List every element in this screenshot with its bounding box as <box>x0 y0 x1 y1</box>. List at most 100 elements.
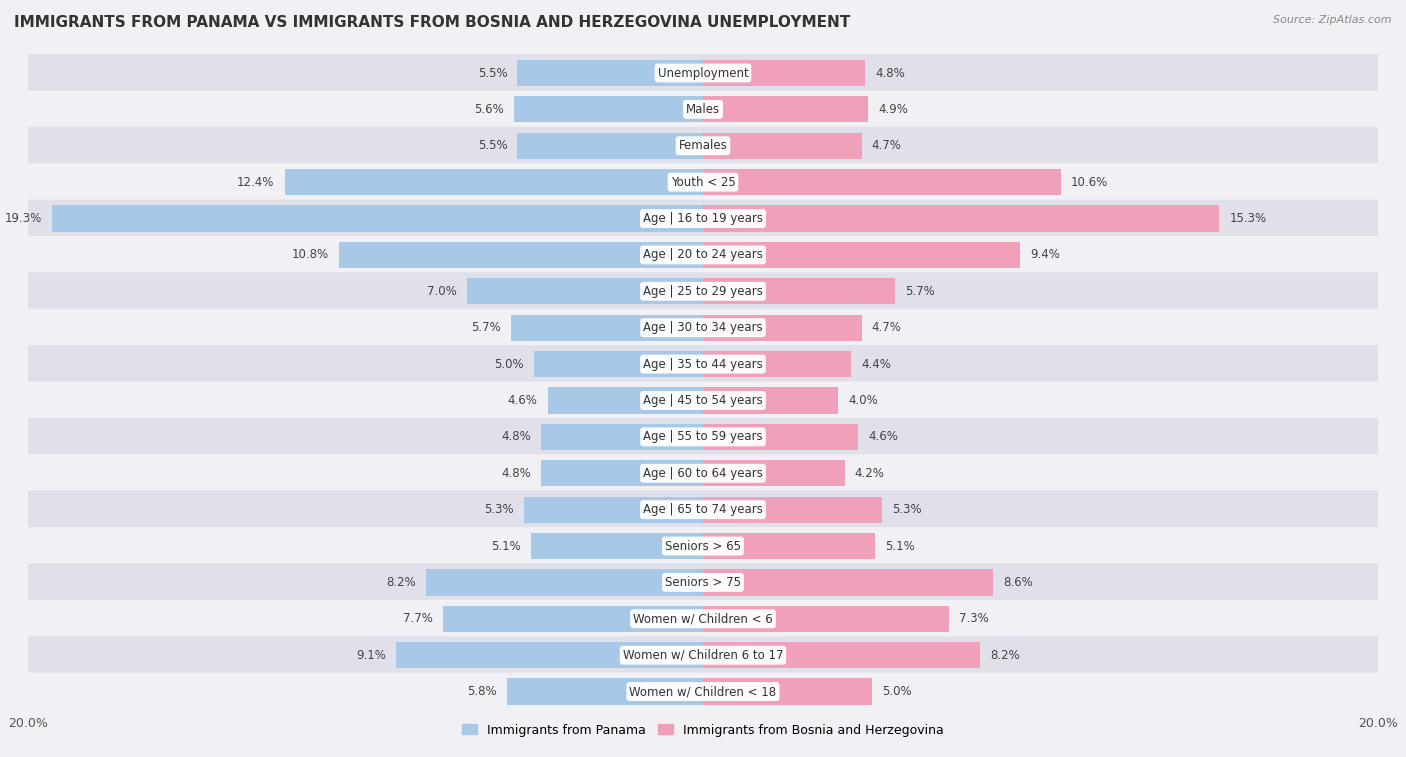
Bar <box>703 678 872 705</box>
Text: Age | 55 to 59 years: Age | 55 to 59 years <box>643 431 763 444</box>
Bar <box>508 678 703 705</box>
Text: Women w/ Children < 6: Women w/ Children < 6 <box>633 612 773 625</box>
Text: Age | 20 to 24 years: Age | 20 to 24 years <box>643 248 763 261</box>
FancyBboxPatch shape <box>28 600 1378 637</box>
Bar <box>703 424 858 450</box>
Bar <box>531 533 703 559</box>
Text: 5.8%: 5.8% <box>468 685 498 698</box>
Text: 10.8%: 10.8% <box>291 248 329 261</box>
Bar <box>396 642 703 668</box>
Bar <box>426 569 703 596</box>
Bar <box>703 241 1021 268</box>
FancyBboxPatch shape <box>28 382 1378 419</box>
Bar <box>703 497 882 523</box>
Text: 4.8%: 4.8% <box>501 431 531 444</box>
Text: IMMIGRANTS FROM PANAMA VS IMMIGRANTS FROM BOSNIA AND HERZEGOVINA UNEMPLOYMENT: IMMIGRANTS FROM PANAMA VS IMMIGRANTS FRO… <box>14 15 851 30</box>
Text: Unemployment: Unemployment <box>658 67 748 79</box>
Text: 7.3%: 7.3% <box>959 612 990 625</box>
Text: 4.4%: 4.4% <box>862 357 891 371</box>
FancyBboxPatch shape <box>28 164 1378 201</box>
Text: 5.5%: 5.5% <box>478 67 508 79</box>
Bar <box>703 460 845 486</box>
Text: 5.5%: 5.5% <box>478 139 508 152</box>
FancyBboxPatch shape <box>28 236 1378 274</box>
Bar <box>541 460 703 486</box>
Bar <box>541 424 703 450</box>
FancyBboxPatch shape <box>28 54 1378 92</box>
Text: 5.3%: 5.3% <box>891 503 921 516</box>
Text: 5.3%: 5.3% <box>485 503 515 516</box>
FancyBboxPatch shape <box>28 418 1378 456</box>
FancyBboxPatch shape <box>28 345 1378 383</box>
Text: Age | 35 to 44 years: Age | 35 to 44 years <box>643 357 763 371</box>
Text: 10.6%: 10.6% <box>1071 176 1108 188</box>
Text: 4.6%: 4.6% <box>869 431 898 444</box>
Text: Age | 16 to 19 years: Age | 16 to 19 years <box>643 212 763 225</box>
Bar <box>510 315 703 341</box>
Text: 4.9%: 4.9% <box>879 103 908 116</box>
Bar <box>534 351 703 377</box>
Text: 4.0%: 4.0% <box>848 394 877 407</box>
Bar <box>517 60 703 86</box>
Text: 4.8%: 4.8% <box>501 467 531 480</box>
FancyBboxPatch shape <box>28 127 1378 165</box>
Bar <box>703 132 862 159</box>
FancyBboxPatch shape <box>28 527 1378 565</box>
Bar <box>524 497 703 523</box>
Bar <box>52 205 703 232</box>
Text: 8.2%: 8.2% <box>990 649 1019 662</box>
Text: Source: ZipAtlas.com: Source: ZipAtlas.com <box>1274 15 1392 25</box>
Bar <box>703 569 993 596</box>
Text: 4.2%: 4.2% <box>855 467 884 480</box>
Text: 4.7%: 4.7% <box>872 139 901 152</box>
Text: 15.3%: 15.3% <box>1229 212 1267 225</box>
Bar <box>443 606 703 632</box>
Text: Age | 60 to 64 years: Age | 60 to 64 years <box>643 467 763 480</box>
Text: Women w/ Children < 18: Women w/ Children < 18 <box>630 685 776 698</box>
Text: 4.7%: 4.7% <box>872 321 901 334</box>
Bar <box>339 241 703 268</box>
Text: 4.8%: 4.8% <box>875 67 905 79</box>
Bar <box>517 132 703 159</box>
Bar <box>703 606 949 632</box>
Bar <box>703 315 862 341</box>
FancyBboxPatch shape <box>28 491 1378 528</box>
Text: Youth < 25: Youth < 25 <box>671 176 735 188</box>
Text: 9.1%: 9.1% <box>356 649 385 662</box>
Text: 5.7%: 5.7% <box>905 285 935 298</box>
Text: 5.0%: 5.0% <box>882 685 911 698</box>
FancyBboxPatch shape <box>28 273 1378 310</box>
Bar <box>548 388 703 413</box>
Bar <box>515 96 703 123</box>
Text: Age | 65 to 74 years: Age | 65 to 74 years <box>643 503 763 516</box>
Text: Seniors > 75: Seniors > 75 <box>665 576 741 589</box>
FancyBboxPatch shape <box>28 200 1378 238</box>
Text: 9.4%: 9.4% <box>1031 248 1060 261</box>
Text: Seniors > 65: Seniors > 65 <box>665 540 741 553</box>
FancyBboxPatch shape <box>28 563 1378 601</box>
FancyBboxPatch shape <box>28 309 1378 347</box>
Text: Age | 30 to 34 years: Age | 30 to 34 years <box>643 321 763 334</box>
Text: 5.6%: 5.6% <box>474 103 503 116</box>
Text: Women w/ Children 6 to 17: Women w/ Children 6 to 17 <box>623 649 783 662</box>
Text: 4.6%: 4.6% <box>508 394 537 407</box>
Bar <box>703 96 869 123</box>
Text: Males: Males <box>686 103 720 116</box>
Bar <box>703 205 1219 232</box>
Text: 7.0%: 7.0% <box>427 285 457 298</box>
Text: 5.0%: 5.0% <box>495 357 524 371</box>
Text: 12.4%: 12.4% <box>238 176 274 188</box>
Bar <box>703 388 838 413</box>
Text: 8.6%: 8.6% <box>1004 576 1033 589</box>
Bar <box>703 60 865 86</box>
Bar <box>703 351 852 377</box>
FancyBboxPatch shape <box>28 454 1378 492</box>
Bar <box>284 169 703 195</box>
Text: Age | 25 to 29 years: Age | 25 to 29 years <box>643 285 763 298</box>
Text: Age | 45 to 54 years: Age | 45 to 54 years <box>643 394 763 407</box>
Bar <box>703 642 980 668</box>
FancyBboxPatch shape <box>28 637 1378 674</box>
Text: Females: Females <box>679 139 727 152</box>
FancyBboxPatch shape <box>28 91 1378 128</box>
Bar <box>467 279 703 304</box>
